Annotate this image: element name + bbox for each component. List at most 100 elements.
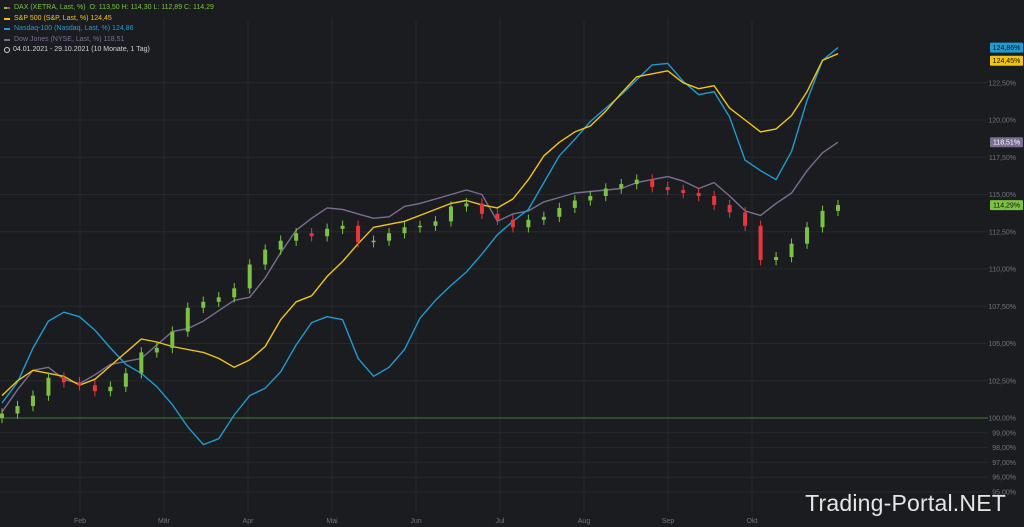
- last-value-label: 124,45%: [990, 55, 1023, 66]
- x-tick-label: Sep: [662, 518, 675, 525]
- y-tick-label: 97,00%: [992, 460, 1016, 467]
- candle-body: [123, 373, 128, 387]
- y-tick-label: 96,00%: [992, 475, 1016, 482]
- legend-nasdaq[interactable]: Nasdaq-100 (Nasdaq, Last, %) 124,86: [4, 24, 214, 35]
- candlestick-icon: [4, 7, 10, 10]
- legend-period[interactable]: 04.01.2021 - 29.10.2021 (10 Monate, 1 Ta…: [4, 45, 214, 56]
- x-tick-label: Mai: [326, 518, 338, 525]
- candle-body: [526, 219, 531, 228]
- candle-body: [46, 377, 51, 396]
- y-tick-label: 120,00%: [988, 118, 1016, 125]
- candle-body: [758, 225, 763, 261]
- candle-body: [572, 200, 577, 208]
- candle-body: [820, 210, 825, 228]
- candle-body: [603, 188, 608, 196]
- candle-body: [108, 386, 113, 392]
- x-axis: Feb Mär Apr Mai Jun Jul Aug Sep Okt: [74, 518, 758, 525]
- y-tick-label: 112,50%: [989, 229, 1016, 236]
- x-tick-label: Jul: [496, 518, 505, 525]
- legend-dow-label: Dow Jones (NYSE, Last, %) 118,51: [14, 35, 125, 43]
- candle-body: [448, 206, 453, 222]
- candle-body: [836, 205, 840, 211]
- candle-body: [92, 385, 97, 392]
- candle-body: [681, 190, 686, 194]
- candle-body: [433, 221, 438, 226]
- last-value-label: 118,51%: [990, 137, 1023, 148]
- candle-body: [464, 203, 469, 207]
- y-tick-label: 98,00%: [992, 445, 1016, 452]
- candle-body: [418, 225, 422, 228]
- candle-body: [712, 195, 717, 205]
- legend: DAX (XETRA, Last, %) O: 113,50 H: 114,30…: [4, 3, 214, 56]
- candle-body: [340, 225, 345, 229]
- candle-body: [665, 187, 670, 191]
- plot-area: [0, 47, 840, 446]
- candle-body: [805, 227, 810, 244]
- candle-body: [232, 288, 237, 298]
- candle-body: [634, 179, 639, 185]
- candle-body: [650, 179, 655, 188]
- last-value-label: 124,86%: [990, 42, 1023, 53]
- candle-body: [263, 249, 268, 265]
- y-axis: 95,00% 96,00% 97,00% 98,00% 99,00% 100,00% 102…: [988, 80, 1016, 496]
- x-tick-label: Jun: [410, 518, 421, 525]
- x-tick-label: Aug: [578, 518, 591, 525]
- y-tick-label: 99,00%: [992, 430, 1016, 437]
- candle-body: [15, 406, 20, 414]
- watermark: Trading-Portal.NET: [805, 490, 1006, 516]
- candle-body: [789, 243, 794, 258]
- candle-body: [185, 307, 190, 332]
- y-tick-label: 100,00%: [988, 416, 1016, 423]
- candle-body: [743, 212, 748, 226]
- x-tick-label: Feb: [74, 518, 86, 525]
- svg-text:124,45%: 124,45%: [993, 58, 1021, 65]
- svg-text:124,86%: 124,86%: [993, 45, 1021, 52]
- candle-body: [0, 413, 4, 418]
- candle-body: [247, 264, 252, 289]
- x-tick-label: Apr: [243, 518, 255, 525]
- y-tick-label: 122,50%: [988, 80, 1016, 87]
- period-label: 04.01.2021 - 29.10.2021 (10 Monate, 1 Ta…: [13, 46, 150, 53]
- candle-body: [619, 184, 624, 189]
- legend-dax-label: DAX (XETRA, Last, %): [14, 4, 86, 11]
- legend-dow[interactable]: Dow Jones (NYSE, Last, %) 118,51: [4, 35, 214, 46]
- legend-nasdaq-label: Nasdaq-100 (Nasdaq, Last, %) 124,86: [14, 25, 134, 32]
- svg-text:114,29%: 114,29%: [993, 203, 1020, 210]
- candle-body: [154, 347, 159, 353]
- candle-body: [727, 204, 732, 213]
- candle-body: [387, 233, 392, 241]
- candle-body: [356, 225, 361, 243]
- y-tick-label: 105,00%: [988, 341, 1016, 348]
- y-tick-label: 102,50%: [988, 378, 1016, 385]
- legend-dax-ohlc: O: 113,50 H: 114,30 L: 112,89 C: 114,29: [89, 4, 214, 11]
- candle-body: [510, 219, 515, 228]
- legend-sp500-label: S&P 500 (S&P, Last, %) 124,45: [14, 14, 112, 22]
- candle-body: [774, 257, 779, 261]
- legend-dax[interactable]: DAX (XETRA, Last, %) O: 113,50 H: 114,30…: [4, 3, 214, 14]
- legend-sp500[interactable]: S&P 500 (S&P, Last, %) 124,45: [4, 14, 214, 25]
- candle-body: [278, 240, 283, 250]
- candle-body: [402, 227, 407, 234]
- x-tick-label: Okt: [747, 518, 758, 525]
- candle-body: [77, 382, 82, 386]
- svg-text:118,51%: 118,51%: [993, 140, 1020, 147]
- candle-body: [61, 377, 66, 383]
- candle-body: [201, 301, 206, 308]
- candle-body: [170, 331, 175, 348]
- last-value-labels: 124,86% 124,45% 118,51% 114,29%: [990, 42, 1023, 211]
- line-swatch-icon: [4, 38, 10, 41]
- x-tick-label: Mär: [158, 518, 171, 525]
- y-tick-label: 107,50%: [988, 304, 1016, 311]
- candle-body: [541, 216, 546, 220]
- candle-body: [309, 233, 314, 237]
- candle-body: [479, 203, 484, 214]
- candle-body: [371, 240, 376, 243]
- y-tick-label: 110,00%: [989, 267, 1016, 274]
- candle-body: [325, 228, 330, 237]
- y-tick-label: 95,00%: [992, 490, 1016, 497]
- candle-body: [216, 297, 221, 302]
- candle-body: [557, 207, 562, 217]
- candle-body: [588, 195, 593, 201]
- candle-body: [139, 352, 144, 374]
